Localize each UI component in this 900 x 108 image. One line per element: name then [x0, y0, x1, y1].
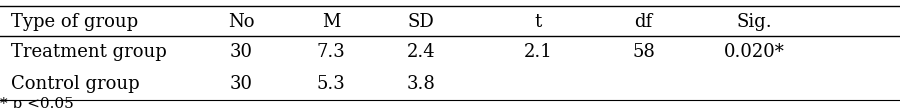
Text: M: M [322, 13, 340, 31]
Text: Sig.: Sig. [736, 13, 772, 31]
Text: 30: 30 [230, 43, 253, 61]
Text: * p <0.05: * p <0.05 [0, 97, 74, 108]
Text: t: t [535, 13, 542, 31]
Text: Control group: Control group [11, 75, 140, 93]
Text: 30: 30 [230, 75, 253, 93]
Text: 5.3: 5.3 [317, 75, 346, 93]
Text: 58: 58 [632, 43, 655, 61]
Text: 3.8: 3.8 [407, 75, 436, 93]
Text: 2.4: 2.4 [407, 43, 436, 61]
Text: df: df [634, 13, 652, 31]
Text: 7.3: 7.3 [317, 43, 346, 61]
Text: Type of group: Type of group [11, 13, 138, 31]
Text: 0.020*: 0.020* [724, 43, 785, 61]
Text: 2.1: 2.1 [524, 43, 553, 61]
Text: No: No [228, 13, 255, 31]
Text: SD: SD [408, 13, 435, 31]
Text: Treatment group: Treatment group [11, 43, 166, 61]
